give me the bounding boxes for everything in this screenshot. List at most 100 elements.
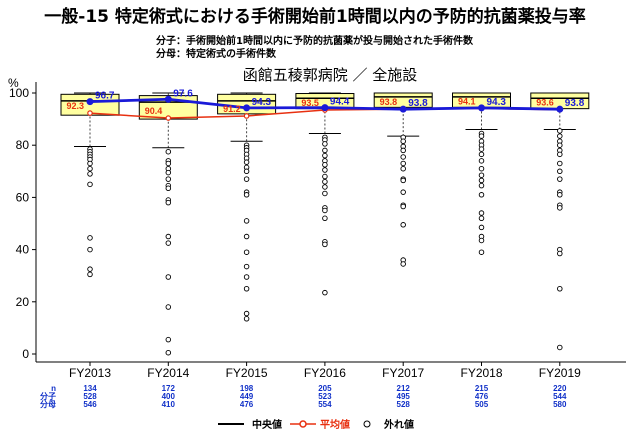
median-point xyxy=(164,95,172,103)
mean-value-label: 91.2 xyxy=(223,104,241,114)
outlier-point xyxy=(478,192,485,198)
outlier-point xyxy=(243,249,250,255)
x-tick-label: FY2014 xyxy=(147,366,189,380)
outlier-point xyxy=(557,286,563,292)
outlier-point xyxy=(400,203,406,210)
median-point xyxy=(243,104,251,112)
outlier-point xyxy=(243,192,250,198)
median-point xyxy=(86,98,94,106)
mean-value-label: 93.6 xyxy=(536,98,554,108)
median-value-label: 93.8 xyxy=(565,98,585,109)
count-row-label: 分母 xyxy=(40,399,56,409)
median-value-label: 94.4 xyxy=(330,97,350,108)
count-value: 198 xyxy=(240,384,254,393)
outlier-point xyxy=(557,142,563,148)
outlier-point xyxy=(557,250,563,257)
outlier-point xyxy=(165,336,172,343)
outlier-point xyxy=(243,263,250,270)
outlier-point xyxy=(322,173,328,180)
outlier-point xyxy=(400,222,406,228)
y-tick-label: 0 xyxy=(22,347,29,361)
outlier-point xyxy=(478,182,485,189)
x-tick-label: FY2019 xyxy=(539,366,581,380)
outlier-point xyxy=(400,138,406,145)
count-value: 544 xyxy=(553,392,567,401)
outlier-point xyxy=(243,218,250,224)
legend-outlier-marker xyxy=(363,420,371,428)
count-value: 205 xyxy=(318,384,332,393)
outlier-point xyxy=(322,241,328,248)
outlier-point xyxy=(243,274,250,280)
outlier-point xyxy=(165,304,172,310)
outlier-point xyxy=(87,171,93,177)
y-tick-label: 80 xyxy=(16,138,30,152)
outlier-point xyxy=(165,148,172,155)
outlier-point xyxy=(400,154,406,160)
count-value: 220 xyxy=(553,384,567,393)
outlier-point xyxy=(87,165,93,172)
outlier-point xyxy=(243,168,250,175)
count-value: 212 xyxy=(397,384,411,393)
outlier-point xyxy=(165,185,172,192)
outlier-point xyxy=(165,240,172,246)
count-value: 476 xyxy=(240,400,254,409)
y-unit-label: % xyxy=(8,76,19,90)
outlier-point xyxy=(322,167,328,173)
outlier-point xyxy=(400,177,406,184)
median-point xyxy=(556,105,564,113)
outlier-point xyxy=(87,246,93,253)
outlier-point xyxy=(557,344,563,351)
outlier-point xyxy=(557,133,563,139)
outlier-point xyxy=(478,158,485,164)
outlier-point xyxy=(557,205,563,211)
outlier-point xyxy=(165,233,172,240)
count-value: 546 xyxy=(83,400,97,409)
outlier-point xyxy=(478,215,485,222)
outlier-point xyxy=(87,181,93,188)
outlier-group xyxy=(87,128,563,356)
subtitle-denominator: 分母：特定術式の手術件数 xyxy=(156,47,277,60)
outlier-point xyxy=(165,349,172,356)
x-tick-label: FY2015 xyxy=(226,366,268,380)
axes: 0 20 40 60 80 100 FY2013 FY2014 FY2015 FY2016 FY20… xyxy=(9,82,626,380)
outlier-point xyxy=(243,316,250,322)
median-point xyxy=(399,105,407,113)
outlier-point xyxy=(322,184,328,190)
mean-value-label: 90.4 xyxy=(145,106,163,116)
outlier-point xyxy=(400,160,406,167)
outlier-point xyxy=(322,178,328,185)
outlier-point xyxy=(322,152,328,159)
count-value: 554 xyxy=(318,400,332,409)
outlier-point xyxy=(557,128,563,134)
count-value: 134 xyxy=(83,384,97,393)
outlier-point xyxy=(478,224,485,231)
outlier-point xyxy=(87,271,93,278)
chart-title: 一般-15 特定術式における手術開始前1時間以内の予防的抗菌薬投与率 xyxy=(44,6,585,27)
outlier-point xyxy=(557,168,563,175)
outlier-point xyxy=(478,146,485,152)
outlier-point xyxy=(557,192,563,198)
outlier-point xyxy=(478,165,485,172)
outlier-point xyxy=(400,189,406,195)
outlier-point xyxy=(478,237,485,244)
median-point xyxy=(478,104,485,112)
mean-value-label: 93.5 xyxy=(301,98,319,108)
subtitle-numerator: 分子：手術開始前1時間以内に予防的抗菌薬が投与開始された手術件数 xyxy=(156,34,474,47)
outlier-point xyxy=(165,169,172,176)
count-value: 580 xyxy=(553,400,567,409)
count-value: 523 xyxy=(318,392,332,401)
median-value-label: 94.3 xyxy=(487,97,507,108)
outlier-point xyxy=(243,310,250,317)
count-value: 410 xyxy=(162,400,176,409)
outlier-point xyxy=(478,172,485,178)
outlier-point xyxy=(243,286,250,292)
mean-value-label: 92.3 xyxy=(66,101,84,111)
x-tick-label: FY2018 xyxy=(460,366,502,380)
count-value: 528 xyxy=(83,392,97,401)
mean-point xyxy=(165,115,172,121)
count-row-label: 分子 xyxy=(40,391,56,401)
outlier-point xyxy=(322,190,328,197)
outlier-point xyxy=(557,176,563,182)
outlier-point xyxy=(400,147,406,154)
outlier-point xyxy=(322,147,328,154)
